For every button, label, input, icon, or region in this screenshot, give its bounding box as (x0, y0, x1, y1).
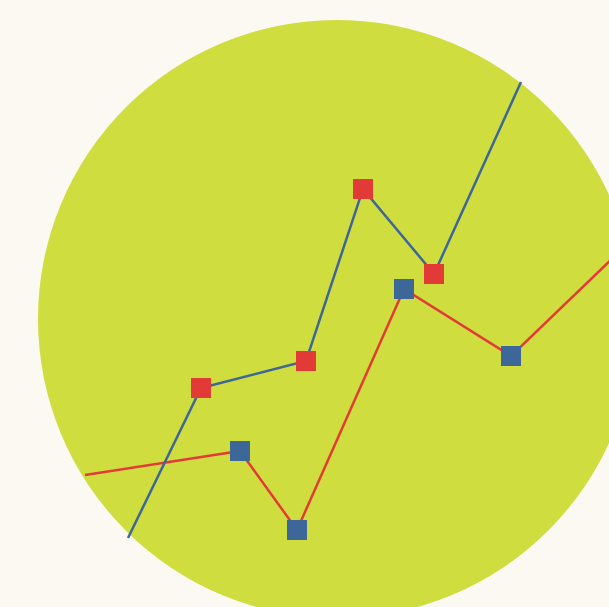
blue-line (126, 81, 523, 539)
blue-line-marker-4 (424, 264, 444, 284)
red-line-marker-3 (394, 279, 414, 299)
blue-line-marker-3 (353, 179, 373, 199)
red-line (84, 260, 609, 533)
lines-layer (84, 81, 609, 539)
red-line-marker-2 (287, 520, 307, 540)
blue-line-marker-2 (296, 351, 316, 371)
blue-line-marker-1 (191, 378, 211, 398)
markers-layer (191, 179, 521, 540)
red-line-marker-4 (501, 346, 521, 366)
red-line-marker-1 (230, 441, 250, 461)
